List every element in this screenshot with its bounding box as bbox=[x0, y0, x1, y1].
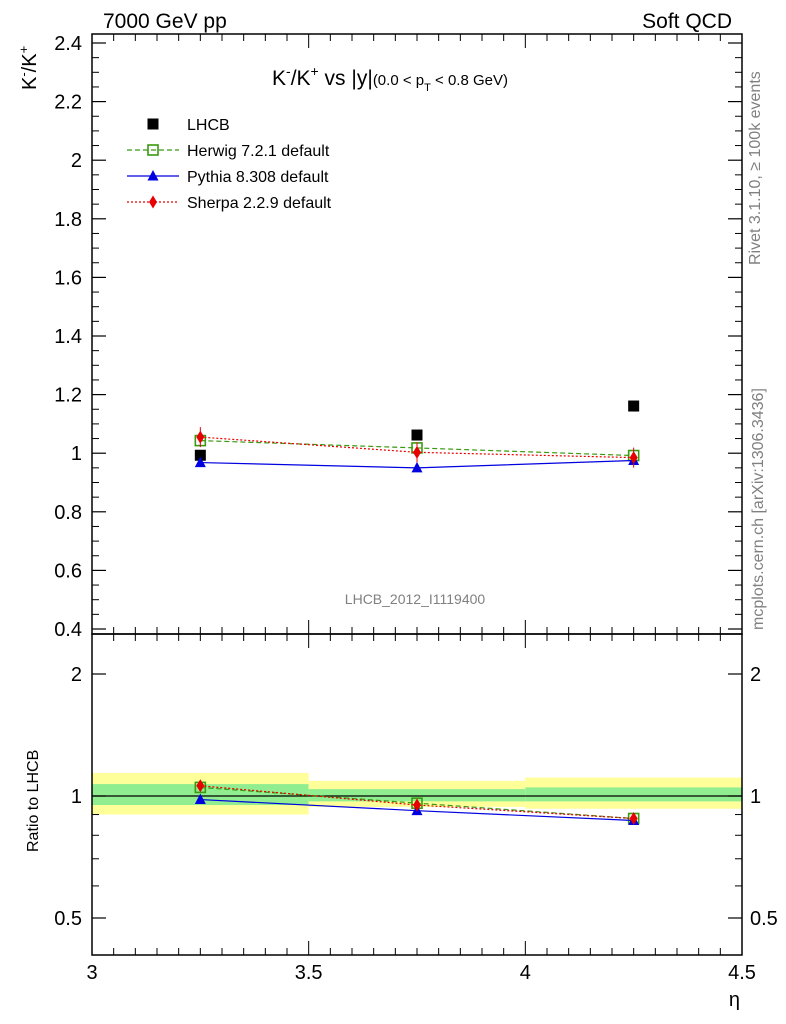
legend-label-lhcb: LHCB bbox=[187, 117, 230, 134]
y-tick-label: 1.2 bbox=[54, 385, 82, 407]
y-tick-label: 2 bbox=[71, 150, 82, 172]
title-cut-sub: T bbox=[424, 82, 431, 94]
legend-label-pythia-8-308-default: Pythia 8.308 default bbox=[187, 169, 329, 186]
sherpa-2-2-9-default-point bbox=[413, 445, 421, 459]
sherpa-2-2-9-default-ratio-point bbox=[413, 798, 421, 812]
y-tick-label: 0.4 bbox=[54, 619, 82, 641]
ylabel-sup2: + bbox=[16, 46, 31, 54]
x-tick-label: 4 bbox=[520, 962, 531, 984]
legend-marker-pythia-8-308-default bbox=[147, 170, 159, 181]
ratio-y-tick-label: 2 bbox=[71, 664, 82, 686]
rivet-label: Rivet 3.1.10, ≥ 100k events bbox=[747, 71, 764, 265]
ratio-y-tick-label-right: 0.5 bbox=[750, 908, 778, 930]
sherpa-2-2-9-default-ratio-point bbox=[629, 811, 638, 825]
ratio-panel: 0.5 0.5 1 1 2 2 3 3.5 4 4.5 Ratio to LHCB η bbox=[25, 633, 778, 1011]
mcplots-label: mcplots.cern.ch [arXiv:1306.3436] bbox=[750, 388, 767, 630]
uncertainty-band-inner bbox=[308, 789, 526, 802]
y-tick-label: 2.4 bbox=[54, 33, 82, 55]
legend: LHCB Herwig 7.2.1 default Pythia 8.308 def… bbox=[127, 117, 332, 212]
title-main: K bbox=[272, 67, 286, 90]
pythia-8-308-default-ratio-point bbox=[194, 793, 206, 805]
title-rest: vs |y| bbox=[319, 67, 373, 90]
ratio-bands bbox=[92, 772, 742, 815]
pythia-8-308-default-point bbox=[411, 461, 423, 473]
ratio-series-layer bbox=[194, 779, 640, 826]
header-right: Soft QCD bbox=[642, 10, 732, 33]
ylabel-mid: /K bbox=[19, 53, 41, 73]
legend-marker-herwig-7-2-1-default bbox=[147, 144, 159, 156]
lhcb-point bbox=[194, 449, 206, 461]
legend-marker-sherpa-2-2-9-default bbox=[149, 195, 157, 209]
header-left: 7000 GeV pp bbox=[103, 10, 227, 33]
ratio-y-tick-label-right: 1 bbox=[750, 786, 761, 808]
ylabel-sup1: - bbox=[16, 72, 31, 76]
y-tick-label: 1.6 bbox=[54, 267, 82, 289]
main-axes: 0.4 0.6 0.8 1 1.2 1.4 1.6 1.8 2 2.2 2.4 bbox=[54, 33, 743, 641]
title-mid: /K bbox=[291, 67, 311, 90]
y-tick-label: 2.2 bbox=[54, 92, 82, 114]
legend-label-sherpa-2-2-9-default: Sherpa 2.2.9 default bbox=[187, 195, 332, 212]
pythia-8-308-default-point bbox=[194, 456, 206, 468]
y-tick-label: 1.8 bbox=[54, 209, 82, 231]
ratio-ylabel: Ratio to LHCB bbox=[25, 750, 42, 852]
legend-marker-lhcb bbox=[147, 118, 159, 130]
y-tick-label: 1.4 bbox=[54, 326, 82, 348]
main-series-layer bbox=[194, 400, 640, 473]
main-ylabel: K-/K+ bbox=[16, 46, 41, 90]
sherpa-2-2-9-default-ratio-point bbox=[196, 779, 205, 793]
title-sup2: + bbox=[311, 63, 319, 79]
sherpa-2-2-9-default-point bbox=[629, 451, 638, 465]
y-tick-label: 1 bbox=[71, 443, 82, 465]
title-cut-close: < 0.8 GeV) bbox=[431, 72, 508, 89]
title-sup1: - bbox=[286, 63, 291, 79]
ratio-frame bbox=[91, 633, 743, 956]
main-panel: 0.40.60.811.21.41.61.822.22.4 K-/K+ vs |… bbox=[16, 33, 743, 641]
ratio-y-tick-label-right: 2 bbox=[750, 664, 761, 686]
ratio-y-tick-label: 0.5 bbox=[54, 908, 82, 930]
y-tick-label: 0.8 bbox=[54, 502, 82, 524]
legend-label-herwig-7-2-1-default: Herwig 7.2.1 default bbox=[187, 143, 330, 160]
x-tick-label: 4.5 bbox=[728, 962, 756, 984]
lhcb-point bbox=[411, 429, 423, 441]
x-axis-label: η bbox=[729, 989, 740, 1011]
sherpa-2-2-9-default-point bbox=[196, 430, 205, 444]
analysis-watermark: LHCB_2012_I1119400 bbox=[345, 591, 486, 607]
lhcb-point bbox=[628, 400, 640, 412]
ratio-y-tick-label: 1 bbox=[71, 786, 82, 808]
x-tick-label: 3 bbox=[86, 962, 97, 984]
ylabel-main: K bbox=[19, 76, 41, 90]
uncertainty-band-inner bbox=[525, 787, 742, 802]
title-cut-open: (0.0 < p bbox=[373, 72, 424, 89]
y-tick-label: 0.6 bbox=[54, 560, 82, 582]
x-tick-label: 3.5 bbox=[295, 962, 323, 984]
chart-title: K-/K+ vs |y|(0.0 < pT < 0.8 GeV) bbox=[272, 63, 508, 94]
